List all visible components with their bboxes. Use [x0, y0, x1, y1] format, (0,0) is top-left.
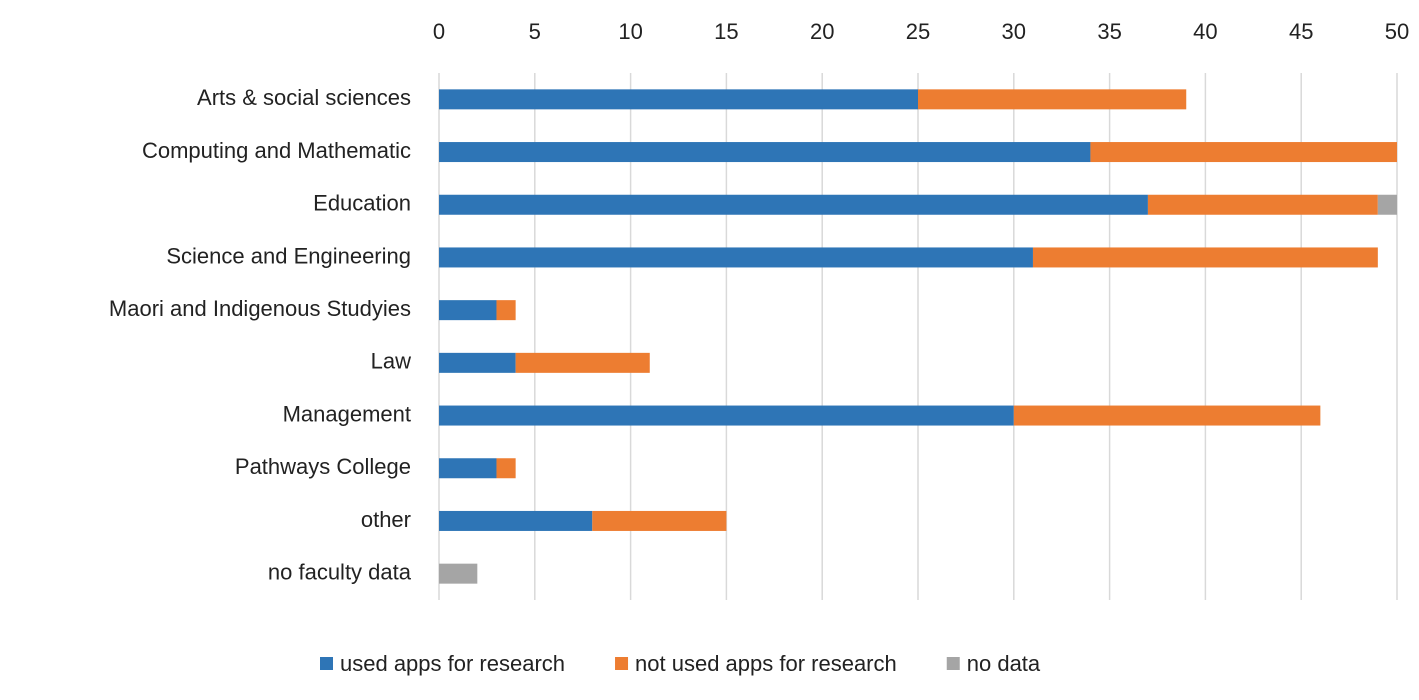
- x-tick-label: 15: [714, 19, 738, 44]
- x-tick-label: 10: [618, 19, 642, 44]
- x-tick-label: 50: [1385, 19, 1409, 44]
- bar-segment: [496, 458, 516, 479]
- bar-segment: [515, 352, 650, 373]
- bar-segment: [439, 352, 516, 373]
- legend-swatch: [946, 657, 960, 670]
- x-tick-label: 5: [529, 19, 541, 44]
- bar-segment: [1032, 247, 1378, 268]
- y-tick-label: Education: [313, 191, 411, 216]
- bar-segment: [439, 510, 593, 531]
- bar-segment: [496, 300, 516, 321]
- legend-swatch: [615, 657, 629, 670]
- y-tick-label: Maori and Indigenous Studyies: [109, 296, 411, 321]
- y-tick-label: Management: [283, 401, 411, 426]
- bar-segment: [439, 563, 478, 584]
- bar-segment: [439, 89, 918, 110]
- bar-segment: [439, 300, 497, 321]
- bar-segment: [1377, 194, 1397, 215]
- y-tick-label: Law: [371, 349, 411, 374]
- bar-segment: [1090, 142, 1397, 163]
- x-tick-label: 25: [906, 19, 930, 44]
- x-tick-label: 0: [433, 19, 445, 44]
- bar-segment: [439, 405, 1014, 426]
- legend-label: no data: [967, 651, 1041, 676]
- y-tick-label: other: [361, 507, 411, 532]
- x-tick-label: 35: [1097, 19, 1121, 44]
- bar-segment: [439, 194, 1148, 215]
- legend-label: used apps for research: [340, 651, 565, 676]
- y-tick-label: Pathways College: [235, 454, 411, 479]
- bar-segment: [439, 458, 497, 479]
- bar-segment: [592, 510, 727, 531]
- y-tick-label: Computing and Mathematic: [142, 138, 411, 163]
- x-tick-label: 30: [1002, 19, 1026, 44]
- bar-segment: [439, 142, 1091, 163]
- legend-label: not used apps for research: [635, 651, 897, 676]
- legend-swatch: [320, 657, 333, 670]
- y-tick-label: Science and Engineering: [166, 243, 411, 268]
- x-tick-label: 40: [1193, 19, 1217, 44]
- x-tick-label: 45: [1289, 19, 1313, 44]
- bar-segment: [439, 247, 1033, 268]
- bar-segment: [1013, 405, 1321, 426]
- bar-segment: [1147, 194, 1378, 215]
- y-tick-label: no faculty data: [268, 559, 412, 584]
- y-tick-label: Arts & social sciences: [197, 85, 411, 110]
- x-tick-label: 20: [810, 19, 834, 44]
- bar-segment: [918, 89, 1187, 110]
